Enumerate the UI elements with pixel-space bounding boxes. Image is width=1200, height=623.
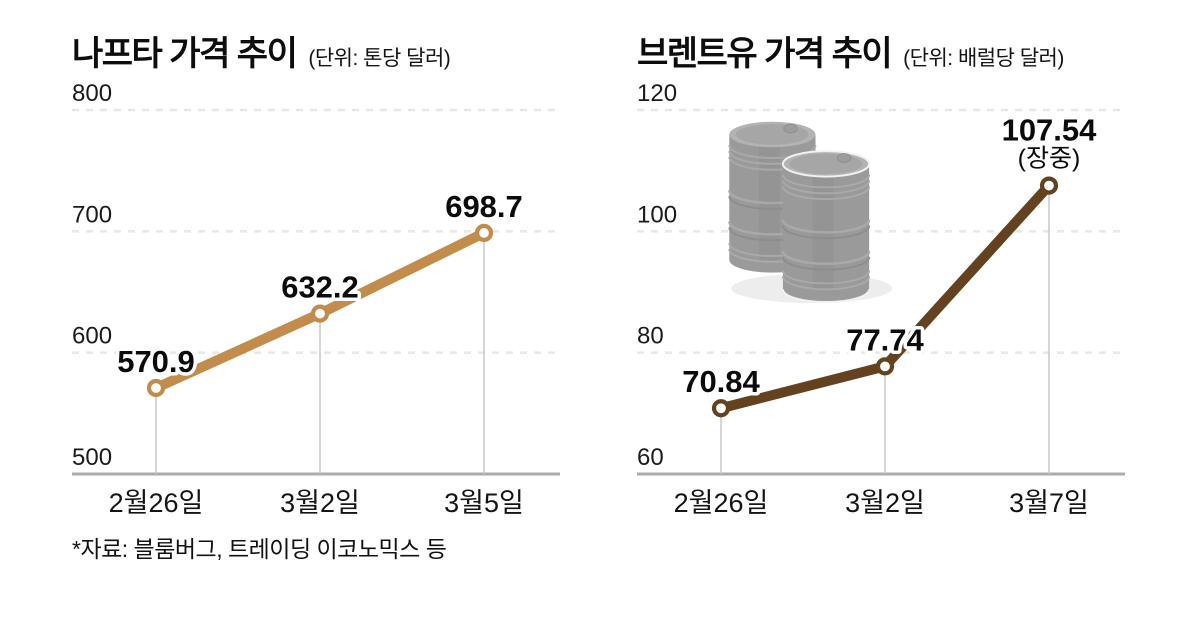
chart-unit-label: (단위: 배럴당 달러) [903,47,1064,70]
value-label: 77.74 [846,322,924,357]
value-label: 698.7 [445,189,523,224]
data-point-marker [146,378,166,398]
x-tick-label: 2월26일 [109,488,204,518]
y-tick-label: 60 [637,444,664,471]
data-point-marker [875,357,895,376]
x-tick-label: 3월5일 [444,488,524,518]
x-tick-label: 2월26일 [674,488,769,518]
brent-chart-header: 브렌트유 가격 추이 (단위: 배럴당 달러) [625,26,1165,73]
y-tick-label: 800 [72,80,112,107]
x-tick-label: 3월2일 [280,488,360,518]
y-tick-label: 500 [72,444,112,471]
data-point-marker [310,304,330,323]
chart-title: 나프타 가격 추이 [72,35,298,73]
y-tick-label: 100 [637,201,677,228]
oil-barrels-icon [728,121,893,304]
y-tick-label: 600 [72,323,112,350]
value-label: 632.2 [281,270,359,305]
value-label: 107.54 [1002,113,1098,148]
charts-row: 나프타 가격 추이 (단위: 톤당 달러) 500 600 700 800 570.9 2… [60,26,1165,522]
naphtha-line-plot: 500 600 700 800 570.9 2월26일 632.2 3월2일 698.7 3월5일 [72,80,560,518]
chart-unit-label: (단위: 톤당 달러) [308,47,451,70]
brent-line-plot: 60 80 100 120 70.84 2월26일 77.74 3월2일 107.54(장중) 3… [637,80,1125,518]
value-label: 570.9 [117,344,195,379]
value-label: 70.84 [682,364,760,399]
y-tick-label: 120 [637,80,677,107]
y-tick-label: 80 [637,323,664,350]
source-note: *자료: 블룸버그, 트레이딩 이코노믹스 등 [72,536,447,562]
naphtha-price-chart: 나프타 가격 추이 (단위: 톤당 달러) 500 600 700 800 570.9 2… [60,26,600,522]
brent-price-chart: 브렌트유 가격 추이 (단위: 배럴당 달러) 60 80 100 120 70.84 2… [625,26,1165,522]
naphtha-chart-header: 나프타 가격 추이 (단위: 톤당 달러) [60,26,600,73]
data-point-marker [474,223,494,243]
value-annotation: (장중) [1018,145,1081,173]
data-point-marker [1039,176,1059,195]
x-tick-label: 3월7일 [1009,488,1089,518]
x-tick-label: 3월2일 [845,488,925,518]
oil-barrel-front [781,150,871,304]
brent-plot-area: 60 80 100 120 70.84 2월26일 77.74 3월2일 107.54 (장중) 3… [625,72,1165,522]
y-tick-label: 700 [72,201,112,228]
data-point-marker [711,399,731,418]
naphtha-plot-area: 500 600 700 800 570.9 2월26일 632.2 3월2일 698.7 3월5일 [60,72,600,522]
chart-title: 브렌트유 가격 추이 [637,35,893,73]
